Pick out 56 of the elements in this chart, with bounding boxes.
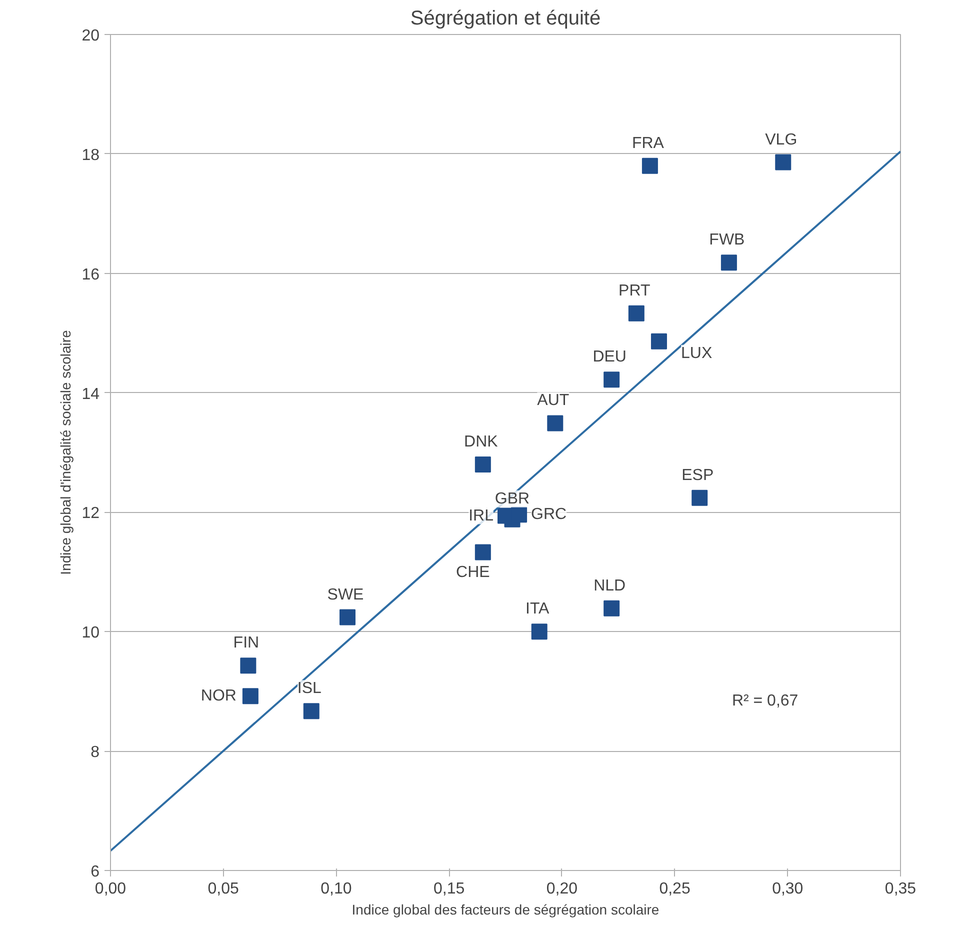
x-tick-label: 0,05 [208,880,240,898]
data-label: NLD [594,577,626,594]
point [692,490,708,506]
y-tick-label: 8 [90,744,100,762]
y-tick-label: 18 [82,146,100,164]
x-tick-label: 0,30 [772,880,804,898]
data-label: GBR [494,490,530,508]
y-tick-label: 6 [90,864,100,880]
y-tick-label: 14 [82,386,100,403]
data-label: ESP [682,466,714,484]
data-label: ITA [526,600,550,618]
x-axis-title: Indice global des facteurs de ségrégation scolaire [352,902,660,918]
point [604,600,620,616]
point [240,658,256,674]
data-label: FIN [233,634,260,652]
data-label: CHE [456,564,490,582]
point [340,609,356,626]
data-label: NOR [200,688,236,705]
data-label: SWE [327,586,364,604]
x-tick-label: 0,20 [546,880,578,898]
x-tick-label: 0,00 [94,880,126,898]
data-label: DEU [592,348,626,366]
point [242,688,258,704]
data-label: LUX [680,344,712,362]
data-label: FRA [632,134,664,152]
annotation: R² = 0,67 [732,692,798,710]
point [604,372,620,388]
point [474,456,491,472]
data-label: PRT [618,282,650,300]
point [642,158,658,174]
point [720,254,737,271]
data-label: VLG [765,131,798,148]
y-axis-title: Indice global d'inégalité sociale scolaire [58,330,74,575]
point [775,154,792,170]
y-tick-label: 12 [82,505,100,522]
data-label: DNK [464,433,498,450]
x-tick-label: 0,10 [320,880,352,898]
x-tick-label: 0,35 [884,880,916,898]
y-tick-label: 20 [82,28,100,44]
y-tick-label: 16 [82,266,100,284]
point [628,305,644,322]
data-label: IRL [468,507,494,524]
data-label: FWB [709,232,745,249]
x-tick-label: 0,15 [434,880,465,898]
point [650,333,667,350]
x-tick-label: 0,25 [659,880,690,898]
point [511,506,528,523]
data-label: AUT [537,392,570,410]
point [474,544,491,560]
data-label: ISL [297,680,322,698]
chart-title: Ségrégation et équité [410,8,601,30]
y-tick-label: 10 [82,624,100,642]
point [303,703,320,720]
data-label: GRC [531,506,567,524]
point [547,415,564,432]
point [531,624,548,640]
